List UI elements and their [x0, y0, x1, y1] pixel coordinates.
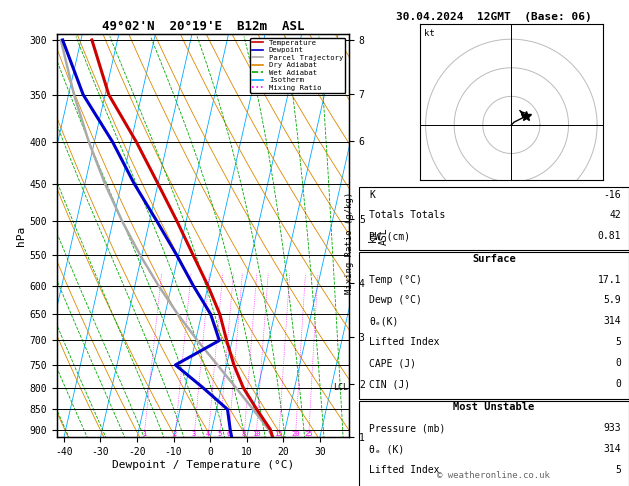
Bar: [359, 401, 629, 486]
Text: LCL: LCL: [333, 383, 348, 392]
Text: Mixing Ratio (g/kg): Mixing Ratio (g/kg): [345, 192, 353, 294]
Text: 5: 5: [218, 432, 221, 437]
Text: -16: -16: [603, 190, 621, 200]
Text: 5: 5: [615, 465, 621, 475]
Text: 4: 4: [206, 432, 210, 437]
Text: 0.81: 0.81: [598, 231, 621, 242]
Text: 1: 1: [142, 432, 146, 437]
Text: Most Unstable: Most Unstable: [453, 402, 535, 413]
Text: 3: 3: [192, 432, 196, 437]
Text: 17.1: 17.1: [598, 275, 621, 285]
Text: 6: 6: [226, 432, 231, 437]
Legend: Temperature, Dewpoint, Parcel Trajectory, Dry Adiabat, Wet Adiabat, Isotherm, Mi: Temperature, Dewpoint, Parcel Trajectory…: [250, 37, 345, 93]
Text: CAPE (J): CAPE (J): [369, 358, 416, 368]
Text: 5.9: 5.9: [603, 295, 621, 306]
Bar: [359, 252, 629, 399]
Text: 30.04.2024  12GMT  (Base: 06): 30.04.2024 12GMT (Base: 06): [396, 12, 592, 22]
Text: Dewp (°C): Dewp (°C): [369, 295, 422, 306]
Text: 0: 0: [615, 358, 621, 368]
Text: 933: 933: [603, 423, 621, 434]
Text: PW (cm): PW (cm): [369, 231, 411, 242]
Text: 314: 314: [603, 444, 621, 454]
Text: 314: 314: [603, 316, 621, 327]
Text: Surface: Surface: [472, 254, 516, 264]
X-axis label: Dewpoint / Temperature (°C): Dewpoint / Temperature (°C): [112, 460, 294, 470]
Text: 25: 25: [304, 432, 313, 437]
Text: Temp (°C): Temp (°C): [369, 275, 422, 285]
Text: 5: 5: [615, 337, 621, 347]
Y-axis label: hPa: hPa: [16, 226, 26, 246]
Text: 0: 0: [615, 379, 621, 389]
Title: 49°02'N  20°19'E  B12m  ASL: 49°02'N 20°19'E B12m ASL: [102, 20, 304, 33]
Text: 20: 20: [291, 432, 300, 437]
Text: CIN (J): CIN (J): [369, 379, 411, 389]
Text: 10: 10: [252, 432, 260, 437]
Text: 2: 2: [173, 432, 177, 437]
Text: θₑ (K): θₑ (K): [369, 444, 404, 454]
Text: Totals Totals: Totals Totals: [369, 210, 446, 221]
Y-axis label: km
ASL: km ASL: [367, 227, 389, 244]
Text: θₑ(K): θₑ(K): [369, 316, 399, 327]
Text: Lifted Index: Lifted Index: [369, 465, 440, 475]
Text: 15: 15: [275, 432, 283, 437]
Bar: [359, 187, 629, 250]
Text: © weatheronline.co.uk: © weatheronline.co.uk: [437, 471, 550, 480]
Text: 42: 42: [609, 210, 621, 221]
Text: Lifted Index: Lifted Index: [369, 337, 440, 347]
Text: K: K: [369, 190, 376, 200]
Text: 8: 8: [242, 432, 246, 437]
Text: Pressure (mb): Pressure (mb): [369, 423, 446, 434]
